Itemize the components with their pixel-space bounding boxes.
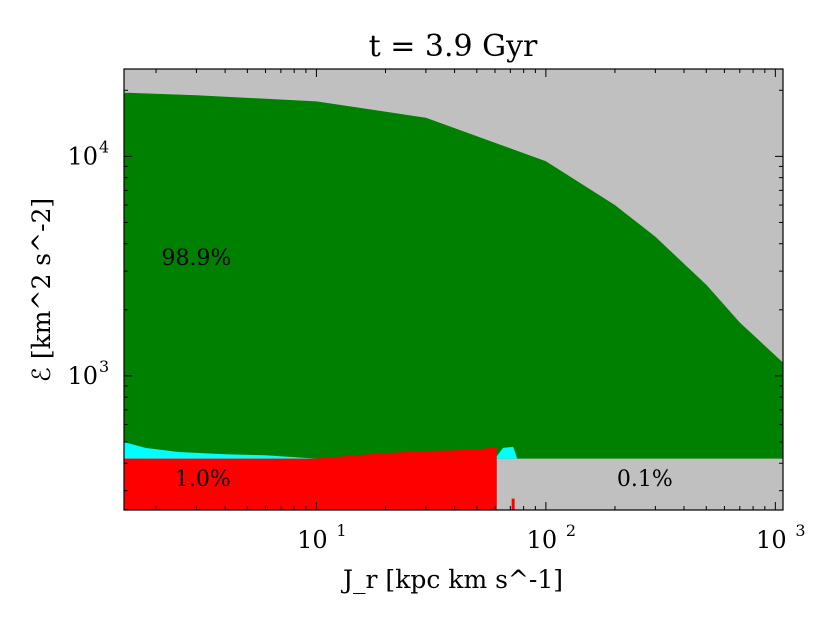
- red-region: [124, 447, 497, 510]
- y-tick-exponent: 4: [99, 137, 109, 156]
- x-tick-label: 10: [527, 526, 558, 554]
- region-percent-label: 98.9%: [162, 246, 232, 271]
- x-tick-exponent: 3: [795, 521, 805, 540]
- y-tick-exponent: 3: [99, 357, 109, 376]
- x-tick-label: 10: [756, 526, 787, 554]
- chart-title: t = 3.9 Gyr: [369, 29, 538, 64]
- x-tick-exponent: 2: [566, 521, 576, 540]
- plot-frame: [123, 68, 784, 511]
- x-axis-label: J_r [kpc km s^-1]: [340, 565, 563, 594]
- x-tick-exponent: 1: [336, 521, 346, 540]
- cyan-region: [124, 442, 783, 459]
- y-tick-label: 10: [67, 362, 98, 390]
- x-tick-label: 10: [297, 526, 328, 554]
- region-percent-label: 1.0%: [175, 467, 231, 492]
- y-tick-label: 10: [67, 142, 98, 170]
- region-percent-label: 0.1%: [617, 467, 673, 492]
- green-region: [124, 92, 783, 459]
- y-axis-label: ℰ [km^2 s^-2]: [27, 198, 56, 382]
